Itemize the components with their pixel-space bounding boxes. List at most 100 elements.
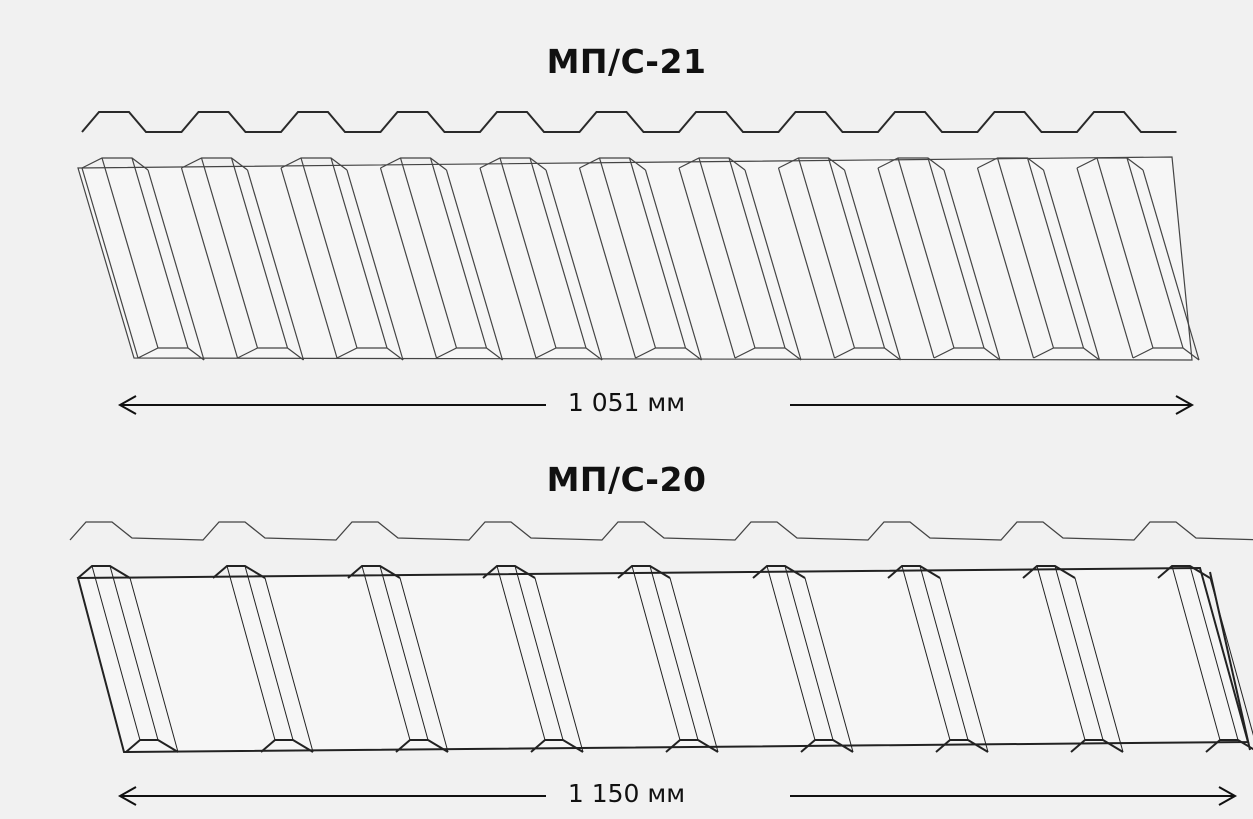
mps20-rib-foot [800,739,854,753]
mps21-rib-edge [897,157,955,349]
mps21-rib-crest [877,157,945,171]
mps21-rib-edge [698,157,756,349]
mps20-rib-crest [212,565,266,579]
mps21-rib-edge [280,167,338,359]
mps21-rib-edge [81,167,139,359]
profile-title-mps21: МП/С-21 [546,42,707,81]
mps21-rib-edge [598,157,657,349]
mps20-rib-edge [264,577,314,753]
mps21-sheet-outline [77,156,1193,361]
mps21-rib-foot [336,347,404,361]
mps21-rib-edge [230,157,289,349]
mps21-rib-edge [101,157,159,349]
mps20-rib-crest [752,565,806,579]
mps20-rib-edge [1189,565,1239,741]
mps20-sheet-perspective [76,565,1253,754]
mps21-rib-edge [843,169,902,361]
mps21-rib-crest [380,157,447,171]
mps20-rib-edge [534,577,584,753]
mps20-rib-foot [260,739,314,753]
mps20-rib-edge [649,565,699,741]
mps21-rib-edge [996,157,1055,349]
mps21-rib-foot [535,347,603,361]
mps21-rib-edge [379,167,438,359]
mps21-rib-crest [280,157,348,171]
mps20-cross-section [69,521,1253,541]
mps20-rib-edge [766,565,816,741]
mps20-rib-edge [109,565,159,741]
mps21-rib-edge [399,157,458,349]
mps21-rib-edge [797,157,856,349]
mps20-rib-edge [901,565,951,741]
mps20-rib-foot [125,739,179,753]
mps20-rib-edge [226,565,276,741]
mps21-rib-edge [429,157,488,349]
mps21-rib-edge [330,157,388,349]
mps21-sheet-perspective [77,156,1200,361]
mps21-rib-edge [644,169,703,361]
width-label-mps20: 1 150 мм [0,779,1253,808]
mps21-rib-edge [578,167,637,359]
mps21-rib-edge [976,167,1035,359]
mps20-cross-section-line [69,521,1253,541]
mps20-rib-edge [91,565,141,741]
mps20-rib-crest [347,565,401,579]
mps21-rib-foot [834,347,901,361]
mps21-rib-foot [933,347,1001,361]
mps20-rib-edge [804,577,854,753]
mps21-rib-edge [545,169,603,361]
mps21-rib-foot [635,347,702,361]
mps20-dimension-arrow [117,786,1238,806]
mps20-rib-crest [887,565,941,579]
mps20-rib-edge [1036,565,1086,741]
mps20-overlap-edge [1209,571,1251,751]
mps21-rib-edge [1042,169,1101,361]
mps21-rib-edge [678,167,736,359]
mps20-rib-crest [1022,565,1076,579]
mps21-cross-section-line [81,111,1177,133]
mps21-rib-edge [728,157,786,349]
mps20-rib-crest [617,565,671,579]
mps20-rib-edge [379,565,429,741]
mps20-rib-crest [1157,565,1211,579]
mps21-rib-edge [147,169,205,361]
mps20-rib-edge [496,565,546,741]
mps20-rib-foot [665,739,719,753]
mps20-rib-foot [1070,739,1124,753]
mps21-cross-section [81,111,1177,133]
mps21-rib-foot [436,347,503,361]
width-label-mps21: 1 051 мм [0,388,1253,417]
mps21-rib-edge [1126,157,1184,349]
mps21-rib-crest [977,157,1044,171]
mps21-rib-edge [1096,157,1154,349]
mps20-rib-edge [939,577,989,753]
mps20-rib-edge [1171,565,1221,741]
mps21-rib-crest [678,157,746,171]
mps21-rib-crest [778,157,845,171]
mps21-rib-edge [777,167,836,359]
mps21-rib-edge [300,157,358,349]
mps20-rib-edge [1054,565,1104,741]
mps21-rib-edge [180,167,239,359]
mps20-rib-foot [935,739,989,753]
mps21-rib-foot [1132,347,1200,361]
mps21-rib-crest [81,157,149,171]
mps21-rib-edge [529,157,587,349]
mps21-rib-edge [927,157,985,349]
mps20-rib-crest [482,565,536,579]
mps20-rib-edge [669,577,719,753]
mps21-rib-foot [1033,347,1100,361]
mps21-rib-edge [200,157,259,349]
mps21-rib-edge [479,167,537,359]
mps20-rib-edge [784,565,834,741]
mps21-rib-edge [1076,167,1134,359]
width-value-mps20: 1 150 мм [545,779,708,808]
mps20-rib-crest [77,565,131,579]
mps20-rib-edge [514,565,564,741]
mps20-rib-edge [1074,577,1124,753]
mps21-rib-edge [827,157,886,349]
mps21-rib-foot [137,347,205,361]
mps21-rib-foot [237,347,304,361]
mps21-rib-edge [246,169,305,361]
